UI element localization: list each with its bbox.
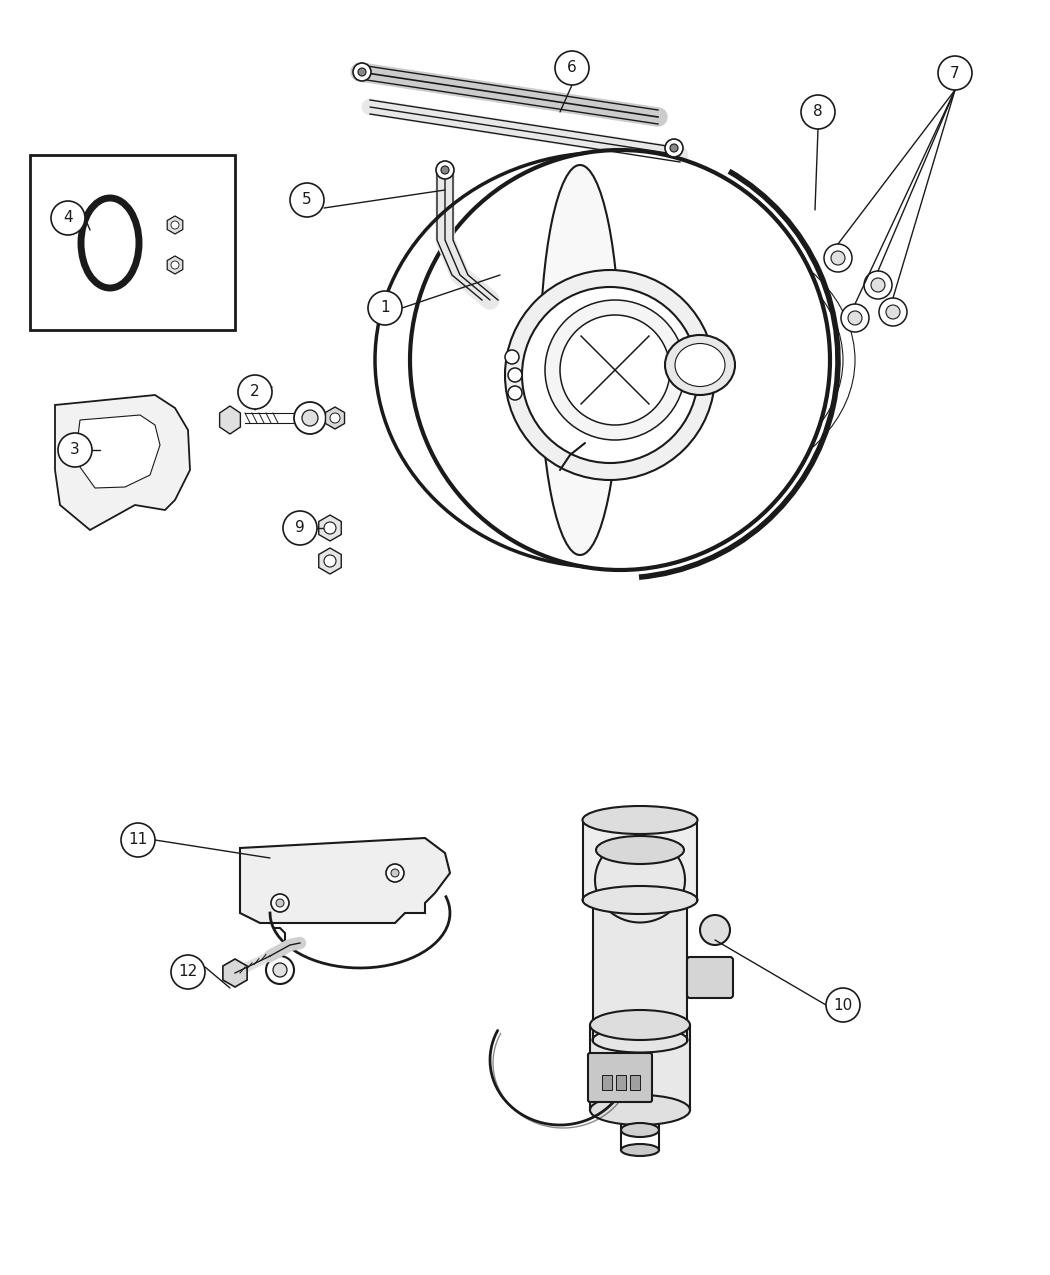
Ellipse shape [665,335,735,395]
Text: 6: 6 [567,60,576,75]
Polygon shape [240,838,450,923]
Text: 10: 10 [834,997,853,1012]
Circle shape [801,96,835,129]
Text: 1: 1 [380,301,390,315]
Polygon shape [319,515,341,541]
Text: 11: 11 [128,833,148,848]
Polygon shape [75,414,160,488]
Text: 3: 3 [70,442,80,458]
Polygon shape [167,215,183,235]
Ellipse shape [583,886,697,914]
Circle shape [441,166,449,173]
Circle shape [872,278,885,292]
Circle shape [886,305,900,319]
Circle shape [302,411,318,426]
Circle shape [273,963,287,977]
Circle shape [508,368,522,382]
Circle shape [665,139,682,157]
Ellipse shape [595,838,685,923]
Ellipse shape [621,1123,659,1137]
Circle shape [700,915,730,945]
FancyBboxPatch shape [588,1053,652,1102]
Circle shape [290,184,324,217]
Ellipse shape [596,836,684,864]
Circle shape [51,201,85,235]
Circle shape [276,899,284,907]
Polygon shape [219,405,240,434]
Circle shape [545,300,685,440]
Bar [583,820,697,900]
Circle shape [324,521,336,534]
Ellipse shape [81,198,139,288]
Circle shape [508,386,522,400]
Circle shape [560,315,670,425]
Text: 4: 4 [63,210,72,226]
Circle shape [826,988,860,1023]
Text: 9: 9 [295,520,304,536]
Bar [30,156,235,330]
Circle shape [864,272,892,300]
Circle shape [410,150,830,570]
Circle shape [831,251,845,265]
Ellipse shape [621,1144,659,1156]
Circle shape [171,221,178,230]
Text: 7: 7 [950,65,960,80]
Circle shape [505,351,519,363]
Circle shape [505,270,715,479]
Circle shape [386,864,404,882]
Circle shape [171,955,205,989]
Ellipse shape [590,1010,690,1040]
Circle shape [238,375,272,409]
Bar [630,1075,640,1090]
Polygon shape [223,959,247,987]
Polygon shape [55,395,190,530]
Circle shape [171,261,178,269]
Circle shape [436,161,454,179]
FancyBboxPatch shape [687,958,733,998]
Circle shape [670,144,678,152]
Circle shape [121,822,155,857]
Circle shape [824,244,852,272]
Circle shape [938,56,972,91]
Circle shape [848,311,862,325]
Circle shape [266,956,294,984]
Ellipse shape [590,1095,690,1125]
Bar [593,900,687,1040]
Circle shape [284,511,317,544]
Circle shape [324,555,336,567]
Text: 2: 2 [250,385,259,399]
Circle shape [879,298,907,326]
Circle shape [58,434,92,467]
Bar [602,1075,612,1090]
Circle shape [555,51,589,85]
Circle shape [271,894,289,912]
Ellipse shape [583,806,697,834]
Circle shape [841,303,869,332]
Circle shape [358,68,366,76]
Polygon shape [326,407,344,428]
Circle shape [294,402,325,434]
Circle shape [391,870,399,877]
Polygon shape [167,256,183,274]
Text: 12: 12 [178,964,197,979]
Circle shape [330,413,340,423]
Circle shape [353,62,371,82]
Text: 8: 8 [813,105,823,120]
Bar [616,1075,626,1090]
Ellipse shape [675,343,724,386]
Text: 5: 5 [302,193,312,208]
Ellipse shape [540,164,620,555]
Circle shape [368,291,402,325]
Circle shape [522,287,698,463]
Ellipse shape [592,1028,688,1052]
Bar [590,1025,690,1111]
Polygon shape [319,548,341,574]
